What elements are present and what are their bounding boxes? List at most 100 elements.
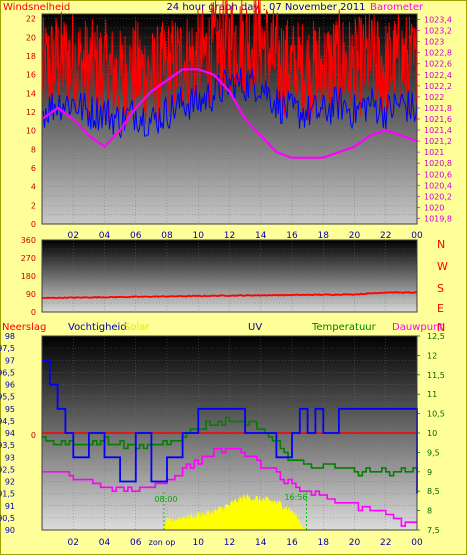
wind-x-tick-label: 00 <box>411 231 423 241</box>
humidity-x-tick-label: 16 <box>286 538 298 548</box>
direction-tick-label: 90 <box>26 290 36 299</box>
wind-tick-label: 8 <box>31 145 36 154</box>
direction-letter: N <box>437 238 445 251</box>
humidity-tick-label: 96,5 <box>0 368 15 377</box>
barometer-tick-label: 1020,6 <box>424 170 452 179</box>
wind-panel-grid <box>42 14 418 225</box>
humidity-tick-label: 92,5 <box>0 465 15 474</box>
temperature-tick-label: 11,5 <box>427 371 445 380</box>
humidity-x-tick-label: 12 <box>224 538 235 548</box>
humidity-tick-label: 91 <box>5 502 15 511</box>
humidity-tick-label: 93 <box>5 453 15 462</box>
wind-tick-label: 22 <box>26 15 36 24</box>
direction-letter: E <box>437 302 444 315</box>
wind-panel-axes: 02468101214161820221019,810201020,21020,… <box>26 13 452 241</box>
humidity-tick-label: 98 <box>5 332 15 341</box>
humidity-x-tick-label: 14 <box>255 538 267 548</box>
wind-x-tick-label: 04 <box>99 231 111 241</box>
humidity-tick-label: 94 <box>5 429 15 438</box>
wind-x-tick-label: 06 <box>130 231 142 241</box>
dauwpunt-label: Dauwpunt <box>392 322 443 333</box>
direction-tick-label: 0 <box>31 308 36 317</box>
temperature-tick-label: 12 <box>427 351 437 360</box>
temperatuur-label: Temperatuur <box>311 322 377 333</box>
humidity-x-tick-label: 04 <box>99 538 111 548</box>
wind-x-tick-label: 18 <box>318 231 330 241</box>
temperature-tick-label: 8 <box>427 507 432 516</box>
barometer-tick-label: 1021 <box>424 148 444 157</box>
barometer-label: Barometer <box>370 2 424 13</box>
humidity-x-tick-label: 02 <box>68 538 79 548</box>
wind-tick-label: 6 <box>31 164 36 173</box>
humidity-x-tick-label: 22 <box>380 538 391 548</box>
wind-x-tick-label: 16 <box>286 231 298 241</box>
humidity-tick-label: 97 <box>5 356 15 365</box>
humidity-x-tick-label: 00 <box>411 538 423 548</box>
direction-series <box>41 291 418 300</box>
wind-tick-label: 10 <box>26 127 36 136</box>
wind-x-tick-label: 10 <box>193 231 205 241</box>
temperature-tick-label: 11 <box>427 390 437 399</box>
wind-x-tick-label: 08 <box>161 231 173 241</box>
barometer-tick-label: 1023 <box>424 38 444 47</box>
direction-panel-series <box>41 291 418 300</box>
uv-label: UV <box>248 322 262 333</box>
barometer-tick-label: 1023,2 <box>424 27 452 36</box>
barometer-tick-label: 1022,6 <box>424 60 452 69</box>
chart-title: 24 hour graph day : 07 November 2011 <box>166 2 365 13</box>
temperature-tick-label: 7,5 <box>427 526 440 535</box>
humidity-tick-label: 97,5 <box>0 344 15 353</box>
temperature-tick-label: 10 <box>427 429 437 438</box>
wind-tick-label: 18 <box>26 52 36 61</box>
wind-speed-series <box>41 0 418 126</box>
vochtigheid-label: Vochtigheid <box>68 322 127 333</box>
humidity-x-tick-label: 20 <box>349 538 361 548</box>
direction-panel-axes: 0 90 180 270 360 <box>21 236 418 317</box>
wind-tick-label: 4 <box>31 183 36 192</box>
direction-letter: S <box>437 282 444 295</box>
humidity-x-tick-label: 10 <box>193 538 205 548</box>
humidity-series <box>42 359 418 494</box>
humidity-x-tick-label: 06 <box>130 538 142 548</box>
barometer-tick-label: 1020,2 <box>424 192 452 201</box>
wind-tick-label: 0 <box>31 220 36 229</box>
direction-letter: W <box>437 260 448 273</box>
barometer-tick-label: 1019,8 <box>424 214 452 223</box>
humidity-tick-label: 92 <box>5 478 15 487</box>
humidity-panel-axes: 9897,59796,59695,59594,59493,59392,59291… <box>0 332 445 548</box>
sunrise-label: zon op <box>149 538 176 547</box>
humidity-tick-label: 96 <box>5 381 15 390</box>
wind-x-tick-label: 20 <box>349 231 361 241</box>
wind-x-tick-label: 12 <box>224 231 235 241</box>
wind-x-tick-label: 14 <box>255 231 267 241</box>
direction-tick-label: 270 <box>21 254 36 263</box>
barometer-series <box>41 68 418 159</box>
barometer-tick-label: 1021,6 <box>424 115 452 124</box>
solar-label: Solar <box>124 322 150 333</box>
humidity-tick-label: 95 <box>5 405 15 414</box>
temperature-tick-label: 12,5 <box>427 332 445 341</box>
barometer-tick-label: 1022,8 <box>424 49 452 58</box>
temperature-tick-label: 9,5 <box>427 448 440 457</box>
barometer-tick-label: 1020,8 <box>424 159 452 168</box>
barometer-tick-label: 1021,4 <box>424 126 452 135</box>
humidity-panel-border <box>41 335 418 531</box>
rain-zero-label: 0 <box>31 431 36 440</box>
wind-panel-border <box>41 13 418 225</box>
humidity-panel-series <box>42 359 418 530</box>
sunset-time: 16:56 <box>284 493 307 502</box>
barometer-tick-label: 1020,4 <box>424 181 452 190</box>
wind-x-tick-label: 22 <box>380 231 391 241</box>
wind-tick-label: 20 <box>26 33 36 42</box>
wind-speed-label: Windsnelheid <box>3 2 70 13</box>
wind-average-series <box>41 67 418 138</box>
humidity-tick-label: 95,5 <box>0 393 15 402</box>
humidity-tick-label: 94,5 <box>0 417 15 426</box>
wind-tick-label: 12 <box>26 108 36 117</box>
humidity-tick-label: 90 <box>5 526 15 535</box>
barometer-tick-label: 1022 <box>424 93 444 102</box>
direction-letter: N <box>437 321 445 334</box>
humidity-x-tick-label: 18 <box>318 538 330 548</box>
wind-panel-series <box>41 0 418 159</box>
